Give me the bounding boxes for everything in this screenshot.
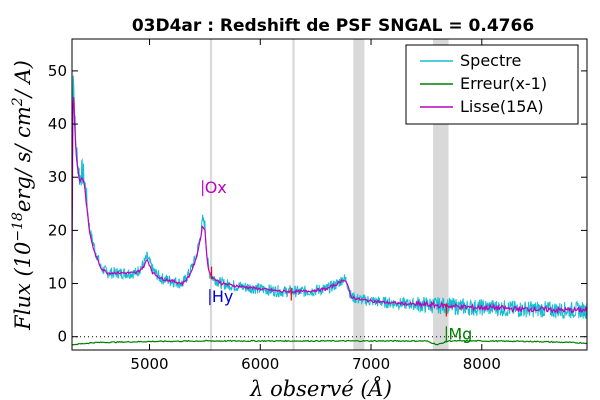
y-tick-label: 10 [48,275,67,293]
shaded-band [209,39,213,350]
y-axis-label: Flux (10−18erg/ s/ cm2/ A) [10,60,35,331]
annotation-label: Hy [212,287,234,306]
legend: Spectre Erreur(x-1) Lisse(15A) [405,44,579,125]
x-tick-label: 5000 [130,355,168,373]
series-lisse-line [72,97,587,315]
annotation-label: Mg [448,324,472,343]
shaded-band [292,39,295,350]
y-label-unit-exp: 2 [10,97,26,107]
y-tick-label: 20 [48,221,67,239]
legend-label-lisse: Lisse(15A) [460,97,544,116]
y-tick-label: 30 [48,168,67,186]
y-tick-label: 50 [48,62,67,80]
svg-text:Flux (10−18erg/ s/ cm2/ A): Flux (10−18erg/ s/ cm2/ A) [10,60,35,331]
y-label-prefix: Flux (10 [11,242,35,331]
series-erreur-line [72,339,587,346]
y-label-suffix: / A) [11,60,35,99]
y-label-units: erg/ s/ cm [11,106,35,212]
chart-title: 03D4ar : Redshift de PSF SNGAL = 0.4766 [132,16,534,36]
legend-label-spectre: Spectre [460,51,521,70]
x-tick-label: 8000 [463,355,501,373]
y-tick-label: 40 [48,115,67,133]
legend-label-erreur: Erreur(x-1) [460,74,547,93]
y-tick-label: 0 [57,328,67,346]
x-tick-label: 7000 [352,355,390,373]
x-axis-label: λ observé (Å) [249,376,392,400]
plot-frame [71,38,588,351]
y-label-exponent: −18 [10,212,26,242]
annotation-label: Ox [205,178,227,197]
x-tick-label: 6000 [241,355,279,373]
shaded-band [353,39,365,350]
